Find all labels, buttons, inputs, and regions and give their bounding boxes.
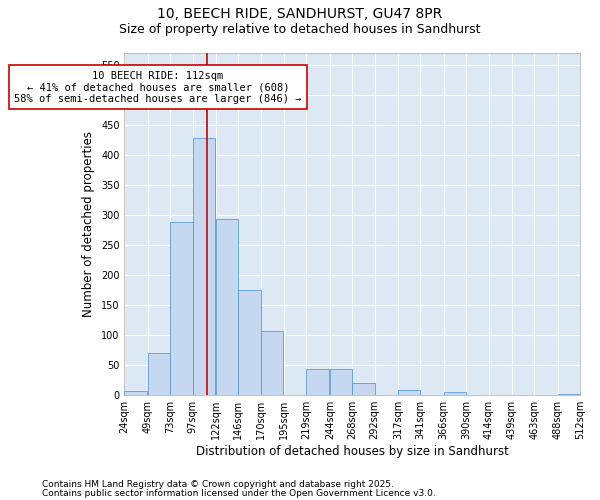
X-axis label: Distribution of detached houses by size in Sandhurst: Distribution of detached houses by size … (196, 444, 509, 458)
Bar (170, 222, 193, 394)
Text: Size of property relative to detached houses in Sandhurst: Size of property relative to detached ho… (119, 22, 481, 36)
Bar (238, 290, 261, 395)
Bar (330, 370, 352, 394)
Text: 10, BEECH RIDE, SANDHURST, GU47 8PR: 10, BEECH RIDE, SANDHURST, GU47 8PR (157, 8, 443, 22)
Bar (444, 392, 466, 394)
Bar (398, 390, 421, 394)
Bar (352, 384, 374, 394)
Text: Contains HM Land Registry data © Crown copyright and database right 2025.: Contains HM Land Registry data © Crown c… (42, 480, 394, 489)
Bar (148, 352, 170, 395)
Bar (307, 369, 329, 394)
Bar (216, 219, 238, 394)
Bar (261, 331, 283, 394)
Bar (124, 390, 147, 394)
Bar (193, 138, 215, 394)
Y-axis label: Number of detached properties: Number of detached properties (82, 130, 95, 316)
Text: Contains public sector information licensed under the Open Government Licence v3: Contains public sector information licen… (42, 488, 436, 498)
Text: 10 BEECH RIDE: 112sqm
← 41% of detached houses are smaller (608)
58% of semi-det: 10 BEECH RIDE: 112sqm ← 41% of detached … (14, 70, 302, 104)
